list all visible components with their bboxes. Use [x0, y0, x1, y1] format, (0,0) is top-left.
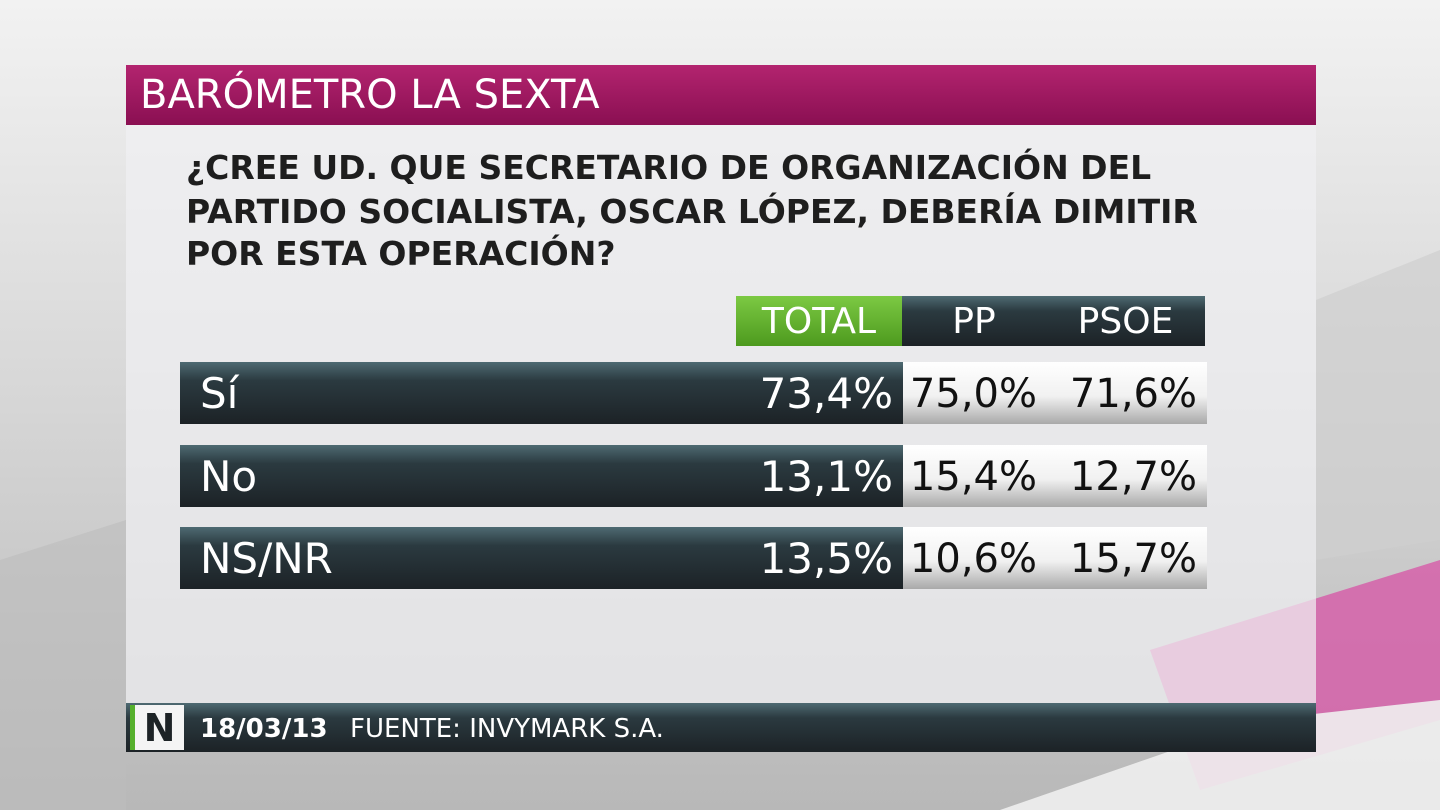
cell-value: 13,5%	[759, 534, 893, 583]
row-label: No 13,1%	[180, 445, 903, 507]
logo: N	[130, 705, 184, 750]
title: BARÓMETRO LA SEXTA	[126, 65, 1316, 125]
row-label: NS/NR 13,5%	[180, 527, 903, 589]
source: FUENTE: INVYMARK S.A.	[350, 714, 664, 744]
question-line: PARTIDO SOCIALISTA, OSCAR LÓPEZ, DEBERÍA…	[186, 192, 1198, 231]
question-line: ¿CREE UD. QUE SECRETARIO DE ORGANIZACIÓN…	[186, 148, 1152, 187]
cell-value: 13,1%	[759, 452, 893, 501]
cell-value: 75,0%	[903, 362, 1047, 424]
cell-value: 15,7%	[1047, 527, 1207, 589]
row-label: Sí 73,4%	[180, 362, 903, 424]
cell-value: 10,6%	[903, 527, 1047, 589]
date: 18/03/13	[200, 714, 328, 744]
cell-value: 12,7%	[1047, 445, 1207, 507]
cell-value: 73,4%	[759, 369, 893, 418]
question-line: POR ESTA OPERACIÓN?	[186, 234, 616, 273]
cell-value: 15,4%	[903, 445, 1047, 507]
cell-value: 71,6%	[1047, 362, 1207, 424]
column-header: TOTAL	[736, 296, 902, 346]
column-header: PSOE	[1046, 296, 1205, 346]
footer: 18/03/13 FUENTE: INVYMARK S.A.	[126, 703, 1316, 752]
column-header: PP	[902, 296, 1046, 346]
